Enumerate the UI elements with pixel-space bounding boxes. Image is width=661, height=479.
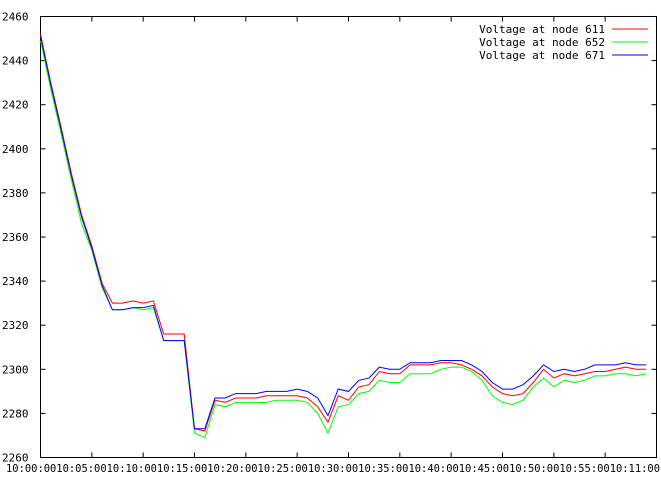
series-line-2 bbox=[40, 40, 647, 439]
y-axis: 2260 2280 2300 2320 2340 2360 2380 2400 2420 2440… bbox=[2, 11, 657, 465]
y-tick-label: 2300 bbox=[2, 363, 29, 376]
legend-label-3: Voltage at node 671 bbox=[479, 49, 605, 62]
y-tick-label: 2320 bbox=[2, 319, 29, 332]
series-line-1 bbox=[40, 33, 647, 432]
x-axis: 10:00:0010:05:0010:10:0010:15:0010:20:00… bbox=[6, 16, 660, 475]
y-tick-label: 2400 bbox=[2, 143, 29, 156]
y-tick-label: 2260 bbox=[2, 452, 29, 465]
x-tick-labels: 10:00:0010:05:0010:10:0010:15:0010:20:00… bbox=[6, 462, 660, 475]
y-tick-label: 2420 bbox=[2, 99, 29, 112]
y-tick-label: 2280 bbox=[2, 407, 29, 420]
y-tick-label: 2380 bbox=[2, 187, 29, 200]
y-tick-label: 2440 bbox=[2, 55, 29, 68]
y-tick-label: 2360 bbox=[2, 231, 29, 244]
y-tick-label: 2340 bbox=[2, 275, 29, 288]
series-layer bbox=[40, 33, 647, 439]
y-tick-label: 2460 bbox=[2, 11, 29, 24]
legend-label-2: Voltage at node 652 bbox=[479, 36, 605, 49]
legend-label-1: Voltage at node 611 bbox=[479, 23, 605, 36]
series-line-3 bbox=[40, 36, 647, 430]
